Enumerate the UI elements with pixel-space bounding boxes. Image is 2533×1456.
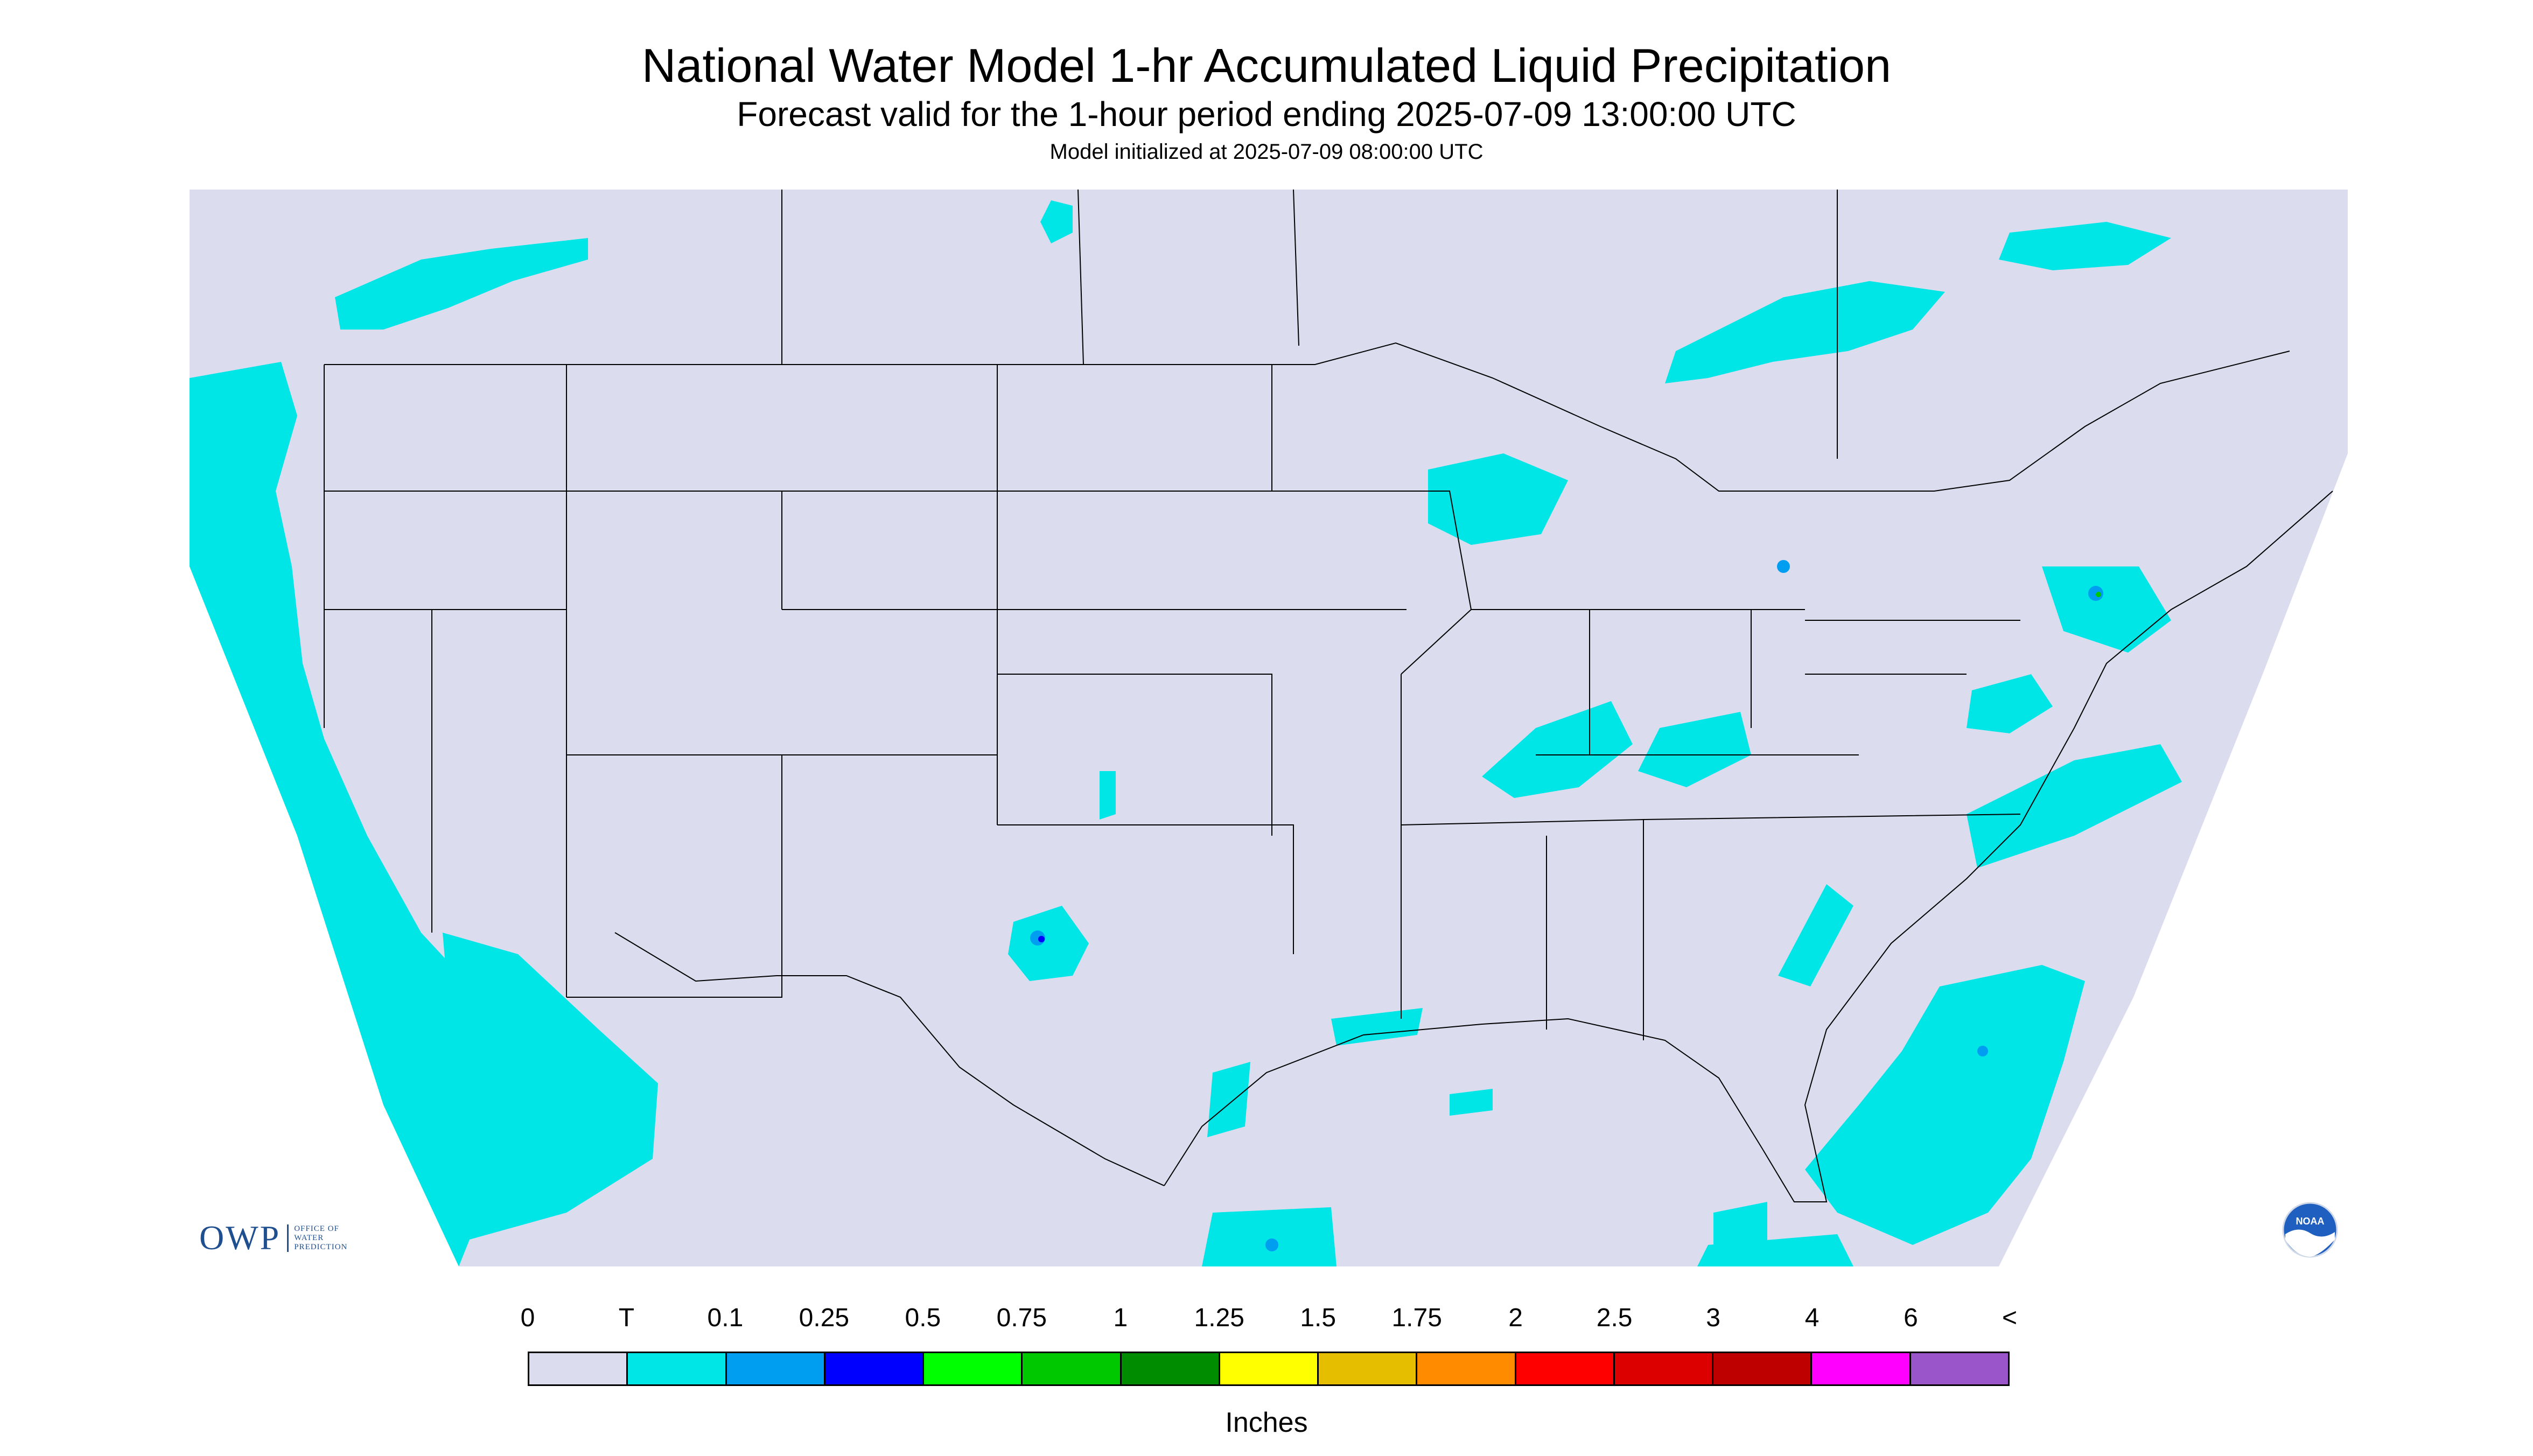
legend-swatch xyxy=(626,1353,725,1384)
precip-georgia-coast xyxy=(1778,884,1853,986)
legend-units: Inches xyxy=(1225,1407,1308,1438)
precip-new-jersey xyxy=(1967,674,2053,733)
heavy-spot-newengland xyxy=(2088,586,2103,601)
legend-label: 4 xyxy=(1804,1304,1820,1332)
legend-swatch xyxy=(922,1353,1021,1384)
legend-swatch xyxy=(529,1353,627,1384)
legend-swatch xyxy=(1416,1353,1515,1384)
us-mexico-border xyxy=(614,932,1165,1186)
legend-label: T xyxy=(618,1304,635,1332)
legend-label: 0.1 xyxy=(707,1304,744,1332)
legend-swatch xyxy=(725,1353,824,1384)
legend-swatch xyxy=(1712,1353,1811,1384)
us-canada-border xyxy=(324,342,2290,492)
owp-logo-letters: OWP xyxy=(199,1219,281,1257)
map-title: National Water Model 1-hr Accumulated Li… xyxy=(641,39,1892,92)
legend-swatch xyxy=(1119,1353,1219,1384)
precip-atlantic-southeast xyxy=(1805,965,2085,1245)
precip-manitoba xyxy=(1040,200,1073,243)
domain-outside-right xyxy=(1999,453,2348,1266)
legend-label: 1.25 xyxy=(1194,1304,1244,1332)
precip-ontario xyxy=(1665,281,1945,383)
noaa-logo: NOAA xyxy=(2282,1202,2338,1258)
precip-bottom-edge xyxy=(1697,1234,1853,1266)
legend-swatch xyxy=(1317,1353,1416,1384)
heavy-spot-michigan xyxy=(1777,560,1790,573)
legend-label: 3 xyxy=(1706,1304,1720,1332)
owp-logo-line1: OFFICE OF xyxy=(294,1224,339,1233)
legend-label: 1 xyxy=(1113,1304,1128,1332)
state-lines-central xyxy=(997,364,1472,954)
legend-swatch xyxy=(1909,1353,2008,1384)
precip-texas-coast xyxy=(1207,1062,1250,1137)
precip-mexico-pacific xyxy=(1202,1207,1337,1266)
domain-outside-left xyxy=(190,566,459,1266)
precip-gulf-west xyxy=(1450,1089,1493,1116)
model-init-caption: Model initialized at 2025-07-09 08:00:00… xyxy=(1049,140,1484,164)
legend-labels: 0 T 0.1 0.25 0.5 0.75 1 1.25 1.5 1.75 2 2.5 3 4 6 < xyxy=(0,1303,2533,1335)
precipitation-map xyxy=(190,190,2348,1266)
legend-label: 0.25 xyxy=(799,1304,850,1332)
legend-swatch xyxy=(1218,1353,1318,1384)
owp-logo-line2: WATER xyxy=(294,1233,324,1242)
heavy-spot-texas-core xyxy=(1038,936,1045,942)
legend-label: 0.75 xyxy=(996,1304,1047,1332)
noaa-logo-text: NOAA xyxy=(2296,1216,2325,1227)
heavier-precip-spots xyxy=(1030,560,2103,1251)
legend-swatch xyxy=(823,1353,923,1384)
canada-province-lines xyxy=(781,190,1838,459)
legend-label: 0 xyxy=(520,1304,535,1332)
legend-label: 6 xyxy=(1904,1304,1918,1332)
precipitation-areas xyxy=(190,200,2182,1266)
precip-baja-offshore xyxy=(443,933,658,1202)
owp-logo: OWP OFFICE OF WATER PREDICTION xyxy=(199,1218,347,1258)
precip-oklahoma xyxy=(1100,771,1116,820)
precip-lake-michigan xyxy=(1428,453,1568,545)
heavy-spot-atlantic xyxy=(1977,1046,1988,1056)
legend-swatch xyxy=(1021,1353,1120,1384)
legend-label: 1.75 xyxy=(1391,1304,1442,1332)
precip-atlantic-offshore xyxy=(1967,744,2182,868)
legend-swatch xyxy=(1514,1353,1613,1384)
owp-logo-line3: PREDICTION xyxy=(294,1242,348,1251)
state-lines-west xyxy=(324,365,998,998)
legend-swatch xyxy=(1810,1353,1909,1384)
precip-new-england xyxy=(2042,566,2171,653)
precip-kentucky xyxy=(1638,712,1751,787)
legend-color-bar xyxy=(528,1352,2010,1386)
gulf-coastline xyxy=(1164,491,2333,1202)
precip-louisiana-coast xyxy=(1331,1008,1423,1046)
state-lines-east xyxy=(1401,609,2021,1040)
boundaries xyxy=(324,190,2333,1202)
precip-pacific-nw xyxy=(335,238,588,330)
legend-label: < xyxy=(2002,1304,2018,1332)
heavy-spot-newengland-core xyxy=(2096,592,2101,597)
precip-ohio-valley xyxy=(1482,701,1633,798)
heavy-spot-mexico xyxy=(1265,1238,1278,1251)
owp-logo-words: OFFICE OF WATER PREDICTION xyxy=(287,1224,347,1252)
legend-label: 2.5 xyxy=(1596,1304,1633,1332)
precip-quebec xyxy=(1999,222,2171,270)
legend-label: 2 xyxy=(1508,1304,1523,1332)
legend-swatch xyxy=(1613,1353,1712,1384)
legend-label: 0.5 xyxy=(905,1304,941,1332)
precip-texas-panhandle xyxy=(1008,906,1089,981)
legend-label: 1.5 xyxy=(1300,1304,1337,1332)
forecast-valid-subtitle: Forecast valid for the 1-hour period end… xyxy=(737,95,1796,134)
